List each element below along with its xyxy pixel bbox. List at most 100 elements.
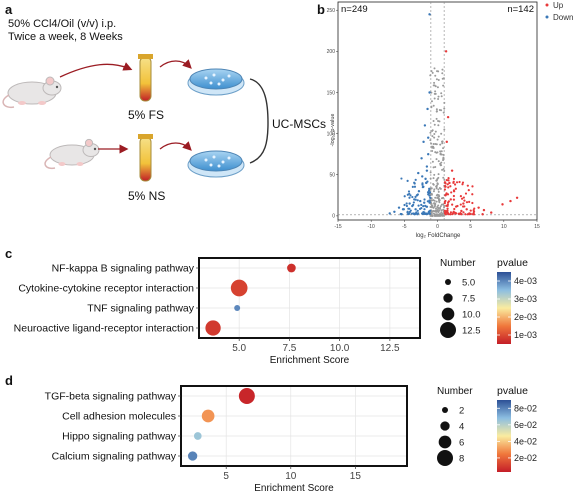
ns-point: [434, 196, 437, 199]
ns-point: [435, 179, 438, 182]
volcano-point-down: [421, 182, 424, 185]
ns-point: [430, 105, 433, 108]
ns-point: [433, 188, 436, 191]
ns-point: [437, 173, 440, 176]
y-tick-label: 100: [327, 131, 336, 137]
volcano-point-down: [419, 199, 422, 203]
size-legend-dot: [438, 435, 452, 449]
ns-point: [441, 77, 444, 80]
size-legend-label: 2: [459, 406, 464, 417]
ns-point: [434, 214, 437, 217]
petri-dish-icon: [187, 150, 245, 178]
volcano-point-down: [426, 107, 429, 111]
color-bar-label: 4e-02: [514, 436, 537, 446]
volcano-point-up: [464, 192, 468, 195]
volcano-point-down: [417, 190, 421, 193]
legend-down-label: Down: [553, 13, 573, 22]
ns-point: [440, 150, 443, 153]
ns-point: [433, 81, 436, 84]
ns-point: [439, 150, 442, 153]
x-axis-title: Enrichment Score: [254, 483, 334, 494]
volcano-point-down: [413, 185, 417, 188]
size-legend-dot: [440, 322, 456, 338]
size-legend-dot: [440, 421, 450, 431]
volcano-point-up: [515, 196, 519, 199]
volcano-point-down: [427, 152, 430, 156]
volcano-point-up: [445, 204, 448, 207]
pathway-label: Calcium signaling pathway: [52, 451, 177, 463]
panel-b-label: b: [317, 2, 325, 17]
volcano-point-down: [407, 213, 410, 216]
panel-d-label: d: [5, 373, 13, 388]
volcano-point-down: [421, 175, 424, 178]
size-legend-label: 4: [459, 422, 464, 433]
x-tick-label: -5: [402, 224, 407, 230]
volcano-point-up: [477, 206, 480, 209]
x-tick-label: 5: [469, 224, 472, 230]
volcano-point-up: [443, 188, 447, 191]
volcano-point-up: [449, 213, 452, 216]
ns-point: [442, 168, 445, 171]
volcano-point-down: [417, 204, 420, 207]
ns-point: [429, 171, 432, 174]
volcano-point-up: [459, 203, 462, 206]
volcano-point-down: [409, 194, 412, 197]
ns-point: [437, 124, 440, 127]
volcano-point-up: [444, 213, 447, 216]
ns-point: [437, 79, 440, 82]
volcano-point-up: [464, 213, 467, 216]
volcano-point-down: [423, 208, 426, 211]
ns-point: [434, 209, 437, 212]
ns-point: [429, 177, 432, 180]
x-tick-label: 15: [534, 224, 540, 230]
volcano-point-up: [452, 198, 456, 201]
ns-point: [439, 143, 442, 146]
ns-point: [431, 204, 434, 207]
volcano-point-up: [444, 185, 447, 188]
color-bar-label: 3e-03: [514, 294, 537, 304]
volcano-point-down: [400, 177, 403, 180]
volcano-point-down: [407, 190, 411, 193]
volcano-point-up: [447, 177, 450, 180]
panel-a-schematic: [2, 54, 269, 182]
volcano-point-up: [451, 203, 454, 206]
size-legend-label: 5.0: [462, 278, 475, 289]
volcano-point-up: [455, 181, 459, 184]
ns-point: [438, 198, 441, 201]
volcano-point-down: [403, 203, 406, 207]
ns-point: [429, 214, 432, 217]
ns-point: [437, 206, 440, 209]
y-tick-label: 200: [327, 49, 336, 55]
ns-point: [433, 173, 436, 176]
ns-point: [435, 78, 438, 81]
y-tick-label: 150: [327, 90, 336, 96]
volcano-point-down: [397, 206, 401, 209]
volcano-point-down: [411, 195, 414, 199]
volcano-point-up: [465, 208, 468, 211]
volcano-point-down: [425, 205, 429, 208]
pathway-label: Cell adhesion molecules: [62, 411, 176, 423]
volcano-point-down: [400, 212, 403, 216]
ns-point: [440, 209, 443, 212]
volcano-point-down: [408, 202, 411, 205]
ns-point: [440, 92, 443, 95]
volcano-point-up: [468, 213, 471, 216]
volcano-point-up: [454, 205, 458, 208]
volcano-point-up: [467, 188, 470, 192]
volcano-point-down: [393, 210, 396, 213]
volcano-point-down: [406, 179, 409, 182]
volcano-point-up: [447, 186, 450, 189]
volcano-point-down: [429, 196, 432, 199]
ns-point: [442, 84, 445, 87]
ns-point: [431, 129, 434, 132]
ns-point: [433, 133, 436, 136]
volcano-point-down: [388, 212, 391, 215]
enrichment-plot-c: NF-kappa B signaling pathway Cytokine-cyt…: [14, 257, 537, 366]
x-tick-label: 5: [223, 471, 229, 482]
volcano-point-up: [450, 169, 454, 172]
ns-point: [430, 70, 433, 73]
volcano-point-up: [443, 209, 446, 212]
volcano-point-down: [418, 207, 422, 211]
volcano-point-up: [450, 191, 453, 194]
volcano-point-up: [481, 213, 484, 216]
